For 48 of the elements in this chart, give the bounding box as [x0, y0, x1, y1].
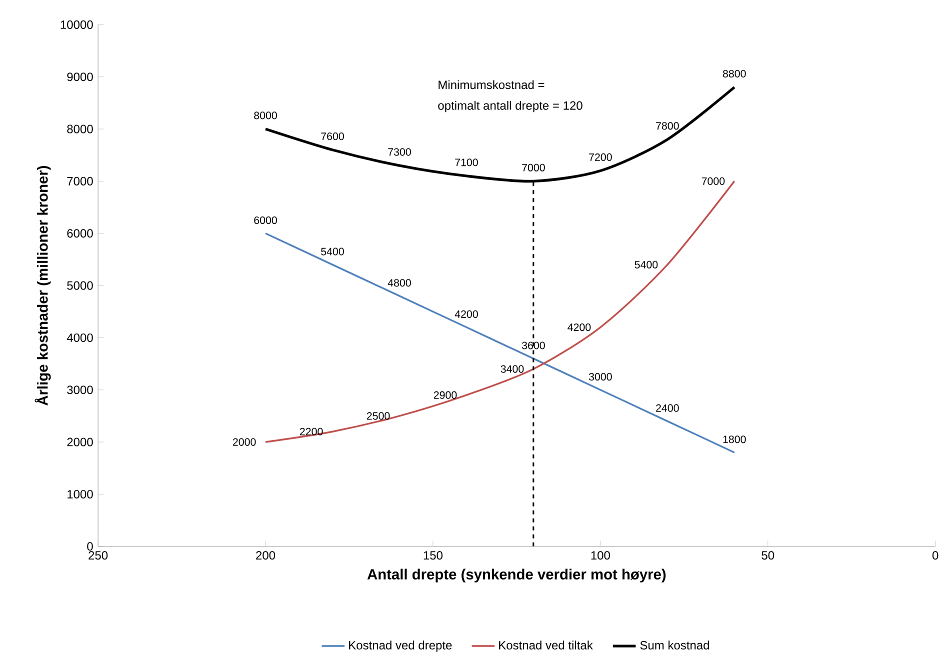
- y-tick-label: 8000: [67, 124, 93, 134]
- y-tick-label: 5000: [67, 281, 93, 290]
- data-label: 3000: [588, 372, 612, 380]
- x-tick-label: 150: [424, 550, 443, 560]
- data-label: 8000: [254, 111, 277, 120]
- data-label: 7800: [656, 122, 679, 130]
- x-tick-label: 250: [88, 550, 108, 560]
- data-label: 4800: [388, 278, 411, 286]
- data-label: 7300: [388, 148, 411, 156]
- data-label: 7000: [522, 164, 545, 172]
- y-tick-label: 9000: [67, 72, 93, 81]
- legend-label: Kostnad ved tiltak: [499, 640, 593, 650]
- data-label: 6000: [254, 216, 277, 224]
- x-tick-label: 200: [256, 550, 276, 560]
- data-label: 2900: [434, 391, 457, 399]
- legend-label: Sum kostnad: [640, 640, 709, 650]
- x-tick-label: 100: [591, 550, 610, 560]
- data-label: 8800: [722, 70, 746, 78]
- y-tick-label: 0: [87, 542, 93, 550]
- y-tick-label: 10000: [60, 20, 93, 29]
- data-label: 7000: [702, 177, 725, 185]
- data-label: 2200: [300, 428, 323, 436]
- data-label: 2000: [232, 438, 256, 446]
- annotation: optimalt antall drepte = 120: [438, 100, 582, 112]
- y-tick-label: 4000: [66, 333, 93, 342]
- y-tick-label: 3000: [67, 385, 93, 394]
- y-axis-title: Årlige kostnader (millioner kroner): [34, 166, 51, 406]
- annotation: Minimumskostnad =: [438, 80, 544, 89]
- y-tick-label: 7000: [67, 176, 93, 186]
- x-tick-label: 0: [932, 550, 938, 560]
- data-label: 2500: [366, 412, 390, 420]
- legend-label: Kostnad ved drepte: [349, 640, 452, 652]
- data-label: 5400: [634, 260, 658, 268]
- data-label: 4200: [454, 310, 478, 318]
- y-tick-label: 6000: [67, 228, 93, 238]
- data-label: 7200: [589, 153, 612, 161]
- y-tick-label: 2000: [67, 438, 93, 446]
- data-label: 1800: [723, 435, 746, 443]
- x-axis-title: Antall drepte (synkende verdier mot høyre): [367, 568, 666, 582]
- data-label: 3400: [500, 365, 524, 373]
- x-tick-label: 50: [762, 550, 774, 560]
- data-label: 4200: [568, 323, 591, 331]
- data-label: 7600: [321, 132, 344, 140]
- data-label: 2400: [656, 404, 679, 412]
- y-tick-label: 1000: [68, 490, 93, 498]
- data-label: 5400: [321, 248, 344, 256]
- data-label: 7100: [455, 158, 478, 166]
- data-label: 3600: [522, 341, 545, 350]
